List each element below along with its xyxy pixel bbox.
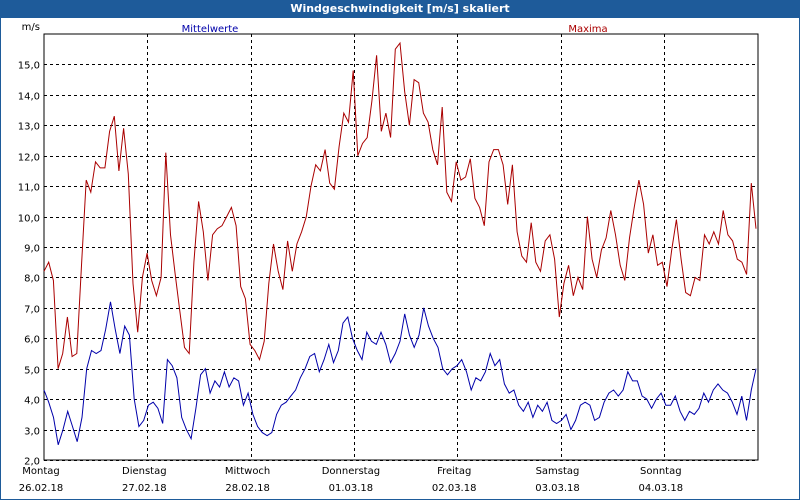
legend-label-mittelwerte: Mittelwerte	[182, 24, 239, 35]
x-tick-date: 03.03.18	[535, 483, 580, 494]
window-title: Windgeschwindigkeit [m/s] skaliert	[0, 0, 800, 18]
x-tick-date: 27.02.18	[122, 483, 167, 494]
x-tick-weekday: Freitag	[437, 466, 471, 477]
x-tick-weekday: Sonntag	[640, 466, 682, 477]
x-tick-weekday: Mittwoch	[225, 466, 270, 477]
y-tick-label: 5,0	[24, 366, 40, 377]
x-tick-date: 26.02.18	[19, 483, 64, 494]
x-tick-weekday: Montag	[22, 466, 59, 477]
y-tick-label: 8,0	[24, 274, 40, 285]
y-tick-label: 15,0	[18, 61, 40, 72]
legend-label-maxima: Maxima	[568, 24, 607, 35]
y-tick-label: 2,0	[24, 457, 40, 468]
y-tick-label: 11,0	[18, 183, 40, 194]
x-tick-date: 28.02.18	[225, 483, 270, 494]
x-tick-date: 01.03.18	[329, 483, 374, 494]
y-tick-label: 14,0	[18, 92, 40, 103]
chart-area: 2,0 3,0 4,0 5,0 6,0 7,0 8,0 9,0 10,0 11,0 12,0 13,0…	[0, 18, 800, 500]
y-tick-label: 12,0	[18, 153, 40, 164]
axes: 2,0 3,0 4,0 5,0 6,0 7,0 8,0 9,0 10,0 11,0 12,0 13,0…	[18, 22, 759, 494]
y-tick-label: 9,0	[24, 244, 40, 255]
y-axis-unit: m/s	[22, 22, 40, 33]
series-lines	[43, 41, 757, 445]
y-tick-label: 4,0	[24, 396, 40, 407]
y-tick-label: 3,0	[24, 427, 40, 438]
x-tick-date: 02.03.18	[432, 483, 477, 494]
y-tick-label: 13,0	[18, 122, 40, 133]
y-tick-label: 10,0	[18, 214, 40, 225]
x-tick-weekday: Donnerstag	[322, 466, 380, 477]
wind-speed-chart: 2,0 3,0 4,0 5,0 6,0 7,0 8,0 9,0 10,0 11,0 12,0 13,0…	[18, 22, 759, 494]
legend: Mittelwerte Maxima	[182, 24, 608, 35]
y-tick-label: 7,0	[24, 305, 40, 316]
x-tick-weekday: Samstag	[536, 466, 580, 477]
series-line-mittelwerte	[43, 301, 757, 445]
grid	[44, 34, 758, 461]
y-tick-label: 6,0	[24, 335, 40, 346]
x-tick-weekday: Dienstag	[122, 466, 167, 477]
series-line-maxima	[43, 41, 757, 369]
x-tick-date: 04.03.18	[639, 483, 684, 494]
plot-border	[43, 33, 759, 461]
